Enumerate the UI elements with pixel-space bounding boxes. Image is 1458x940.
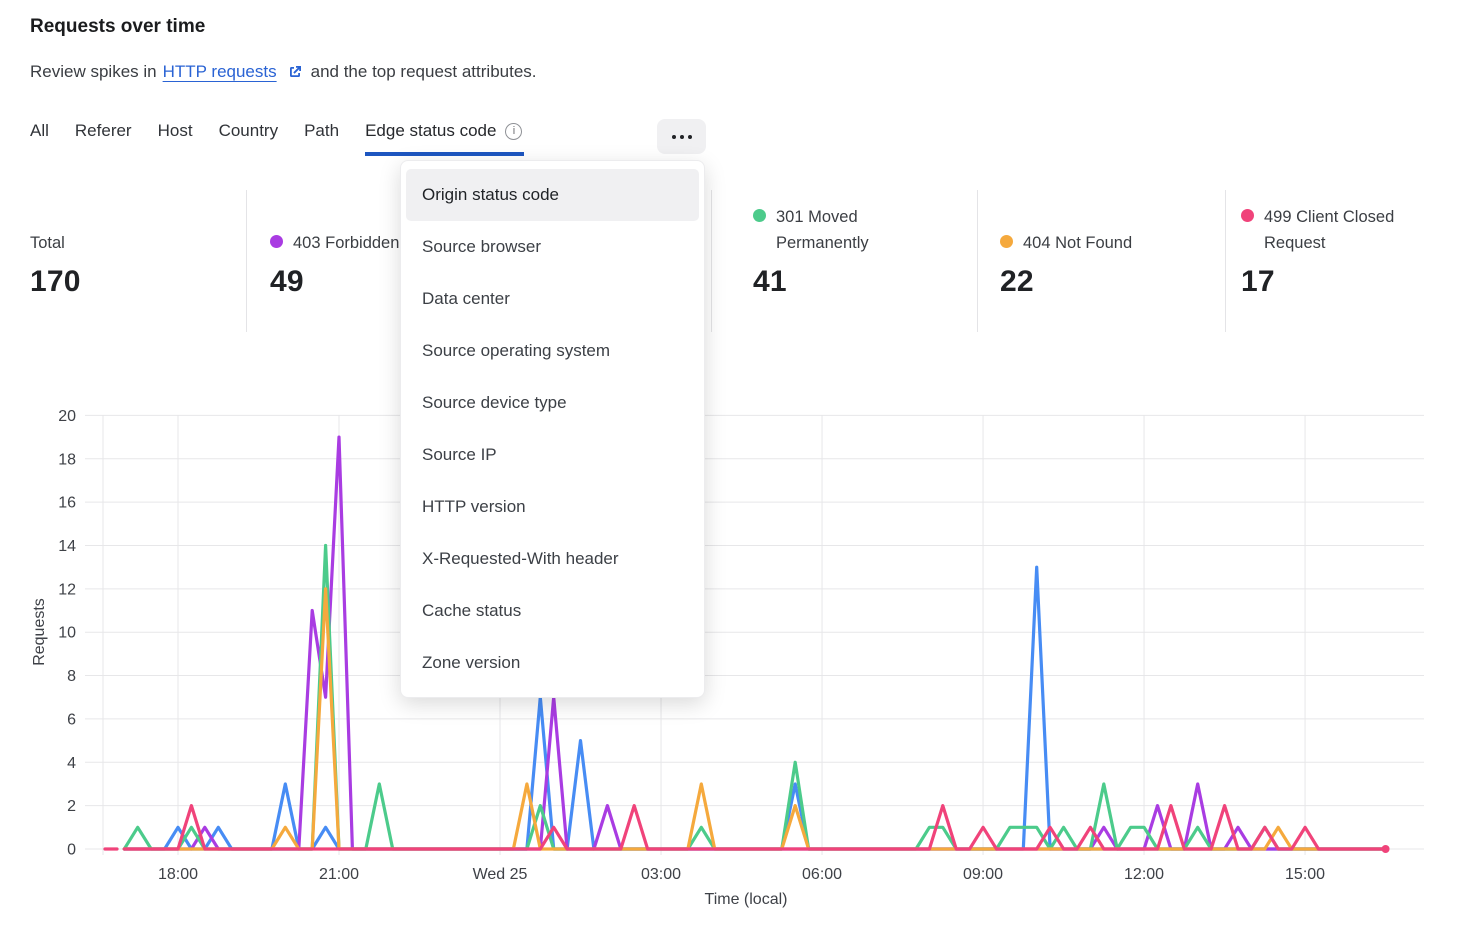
svg-text:12:00: 12:00 bbox=[1124, 866, 1164, 883]
ellipsis-icon bbox=[671, 134, 676, 139]
stat-403-label: 403 Forbidden bbox=[293, 234, 400, 252]
svg-text:03:00: 03:00 bbox=[641, 866, 681, 883]
menu-item-origin-status-code[interactable]: Origin status code bbox=[406, 169, 699, 221]
http-requests-link[interactable]: HTTP requests bbox=[162, 62, 277, 81]
tab-all[interactable]: All bbox=[30, 121, 49, 140]
tab-referer[interactable]: Referer bbox=[74, 121, 132, 140]
stat-404-value: 22 bbox=[1000, 265, 1034, 298]
stat-divider bbox=[246, 190, 247, 332]
stat-total: Total 170 bbox=[30, 196, 81, 299]
svg-text:14: 14 bbox=[58, 538, 76, 555]
subtitle-prefix: Review spikes in bbox=[30, 62, 157, 81]
svg-text:09:00: 09:00 bbox=[963, 866, 1003, 883]
svg-text:6: 6 bbox=[67, 711, 76, 728]
svg-text:12: 12 bbox=[58, 581, 76, 598]
svg-text:21:00: 21:00 bbox=[319, 866, 359, 883]
svg-text:18:00: 18:00 bbox=[158, 866, 198, 883]
stat-301-moved-permanently: 301 Moved Permanently 41 bbox=[753, 196, 911, 299]
stat-403-value: 49 bbox=[270, 265, 304, 298]
svg-text:Requests: Requests bbox=[31, 598, 48, 666]
external-link-icon bbox=[287, 64, 303, 80]
svg-text:0: 0 bbox=[67, 842, 76, 859]
legend-dot-404 bbox=[1000, 235, 1013, 248]
stat-total-value: 170 bbox=[30, 265, 81, 298]
menu-item-http-version[interactable]: HTTP version bbox=[422, 497, 526, 516]
stat-total-label: Total bbox=[30, 234, 65, 252]
tab-edge-status-code-label: Edge status code bbox=[365, 121, 497, 140]
svg-text:2: 2 bbox=[67, 798, 76, 815]
tab-path[interactable]: Path bbox=[304, 121, 340, 140]
svg-text:16: 16 bbox=[58, 495, 76, 512]
svg-text:15:00: 15:00 bbox=[1285, 866, 1325, 883]
tab-edge-status-code[interactable]: Edge status code i bbox=[365, 121, 525, 156]
page-title: Requests over time bbox=[30, 16, 206, 37]
svg-text:Time (local): Time (local) bbox=[705, 891, 788, 908]
svg-text:20: 20 bbox=[58, 408, 76, 425]
stat-divider bbox=[977, 190, 978, 332]
attribute-dropdown-menu: Origin status code Source browser Data c… bbox=[400, 160, 705, 698]
subtitle-suffix: and the top request attributes. bbox=[310, 62, 537, 81]
menu-item-source-ip[interactable]: Source IP bbox=[422, 445, 497, 464]
tab-host[interactable]: Host bbox=[157, 121, 193, 140]
svg-text:4: 4 bbox=[67, 755, 76, 772]
stat-403-forbidden: 403 Forbidden 49 bbox=[270, 196, 399, 299]
stat-499-client-closed-request: 499 Client Closed Request 17 bbox=[1241, 196, 1424, 299]
svg-text:10: 10 bbox=[58, 625, 76, 642]
svg-text:18: 18 bbox=[58, 451, 76, 468]
menu-item-source-operating-system[interactable]: Source operating system bbox=[422, 341, 611, 360]
more-tabs-button[interactable] bbox=[657, 119, 706, 154]
legend-dot-301 bbox=[753, 209, 766, 222]
stat-divider bbox=[711, 190, 712, 332]
stat-499-value: 17 bbox=[1241, 265, 1275, 298]
stat-301-label: 301 Moved Permanently bbox=[776, 208, 869, 252]
stat-499-label: 499 Client Closed Request bbox=[1264, 208, 1395, 252]
legend-dot-499 bbox=[1241, 209, 1254, 222]
menu-item-data-center[interactable]: Data center bbox=[422, 289, 510, 308]
page-subtitle: Review spikes in HTTP requests and the t… bbox=[30, 62, 537, 82]
info-icon[interactable]: i bbox=[505, 122, 523, 140]
stat-divider bbox=[1225, 190, 1226, 332]
svg-text:8: 8 bbox=[67, 668, 76, 685]
menu-item-source-device-type[interactable]: Source device type bbox=[422, 393, 567, 412]
tab-country[interactable]: Country bbox=[218, 121, 279, 140]
svg-text:06:00: 06:00 bbox=[802, 866, 842, 883]
menu-item-zone-version[interactable]: Zone version bbox=[422, 653, 521, 672]
menu-item-source-browser[interactable]: Source browser bbox=[422, 237, 542, 256]
menu-item-cache-status[interactable]: Cache status bbox=[422, 601, 522, 620]
attribute-tabs: All Referer Host Country Path Edge statu… bbox=[30, 121, 525, 156]
stat-404-label: 404 Not Found bbox=[1023, 234, 1133, 252]
menu-item-x-requested-with-header[interactable]: X-Requested-With header bbox=[422, 549, 619, 568]
stat-404-not-found: 404 Not Found 22 bbox=[1000, 196, 1132, 299]
legend-dot-403 bbox=[270, 235, 283, 248]
stat-301-value: 41 bbox=[753, 265, 787, 298]
svg-text:Wed 25: Wed 25 bbox=[473, 866, 528, 883]
